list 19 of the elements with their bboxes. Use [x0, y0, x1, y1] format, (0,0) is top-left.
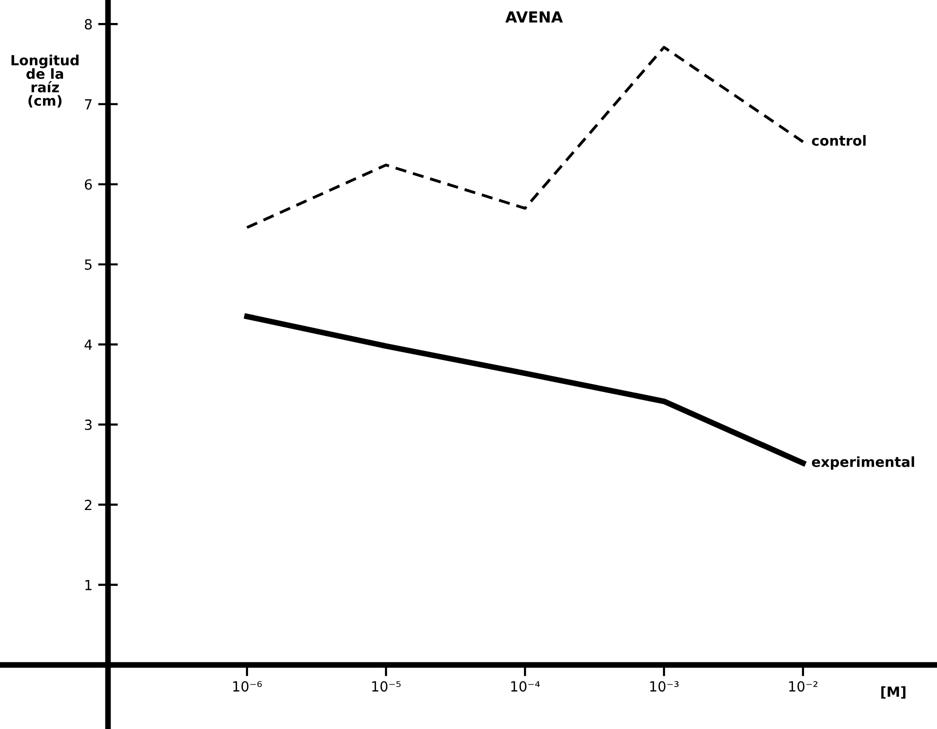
x-axis-title: [M] [881, 686, 906, 699]
y-tick-label: 4 [84, 340, 92, 350]
x-tick-label: 10⁻⁵ [372, 681, 401, 692]
x-tick-label: 10⁻² [789, 681, 818, 692]
y-tick-label: 3 [84, 420, 92, 430]
series-label: experimental [812, 456, 914, 470]
y-tick-label: 7 [85, 99, 92, 110]
y-tick-label: 1 [85, 580, 92, 590]
x-tick-label: 10⁻³ [650, 681, 679, 692]
x-tick-label: 10⁻⁶ [233, 681, 262, 692]
series-label: control [812, 135, 866, 146]
line-series [246, 46, 804, 229]
text: AVENA [505, 11, 563, 23]
y-tick-label: 8 [84, 19, 92, 30]
y-tick-label: 6 [84, 179, 92, 190]
y-tick-label: 2 [84, 500, 92, 510]
y-axis-title: Longitud de la raíz (cm) [12, 54, 79, 108]
y-tick-label: 5 [84, 260, 92, 270]
x-tick-label: 10⁻⁴ [511, 681, 540, 692]
